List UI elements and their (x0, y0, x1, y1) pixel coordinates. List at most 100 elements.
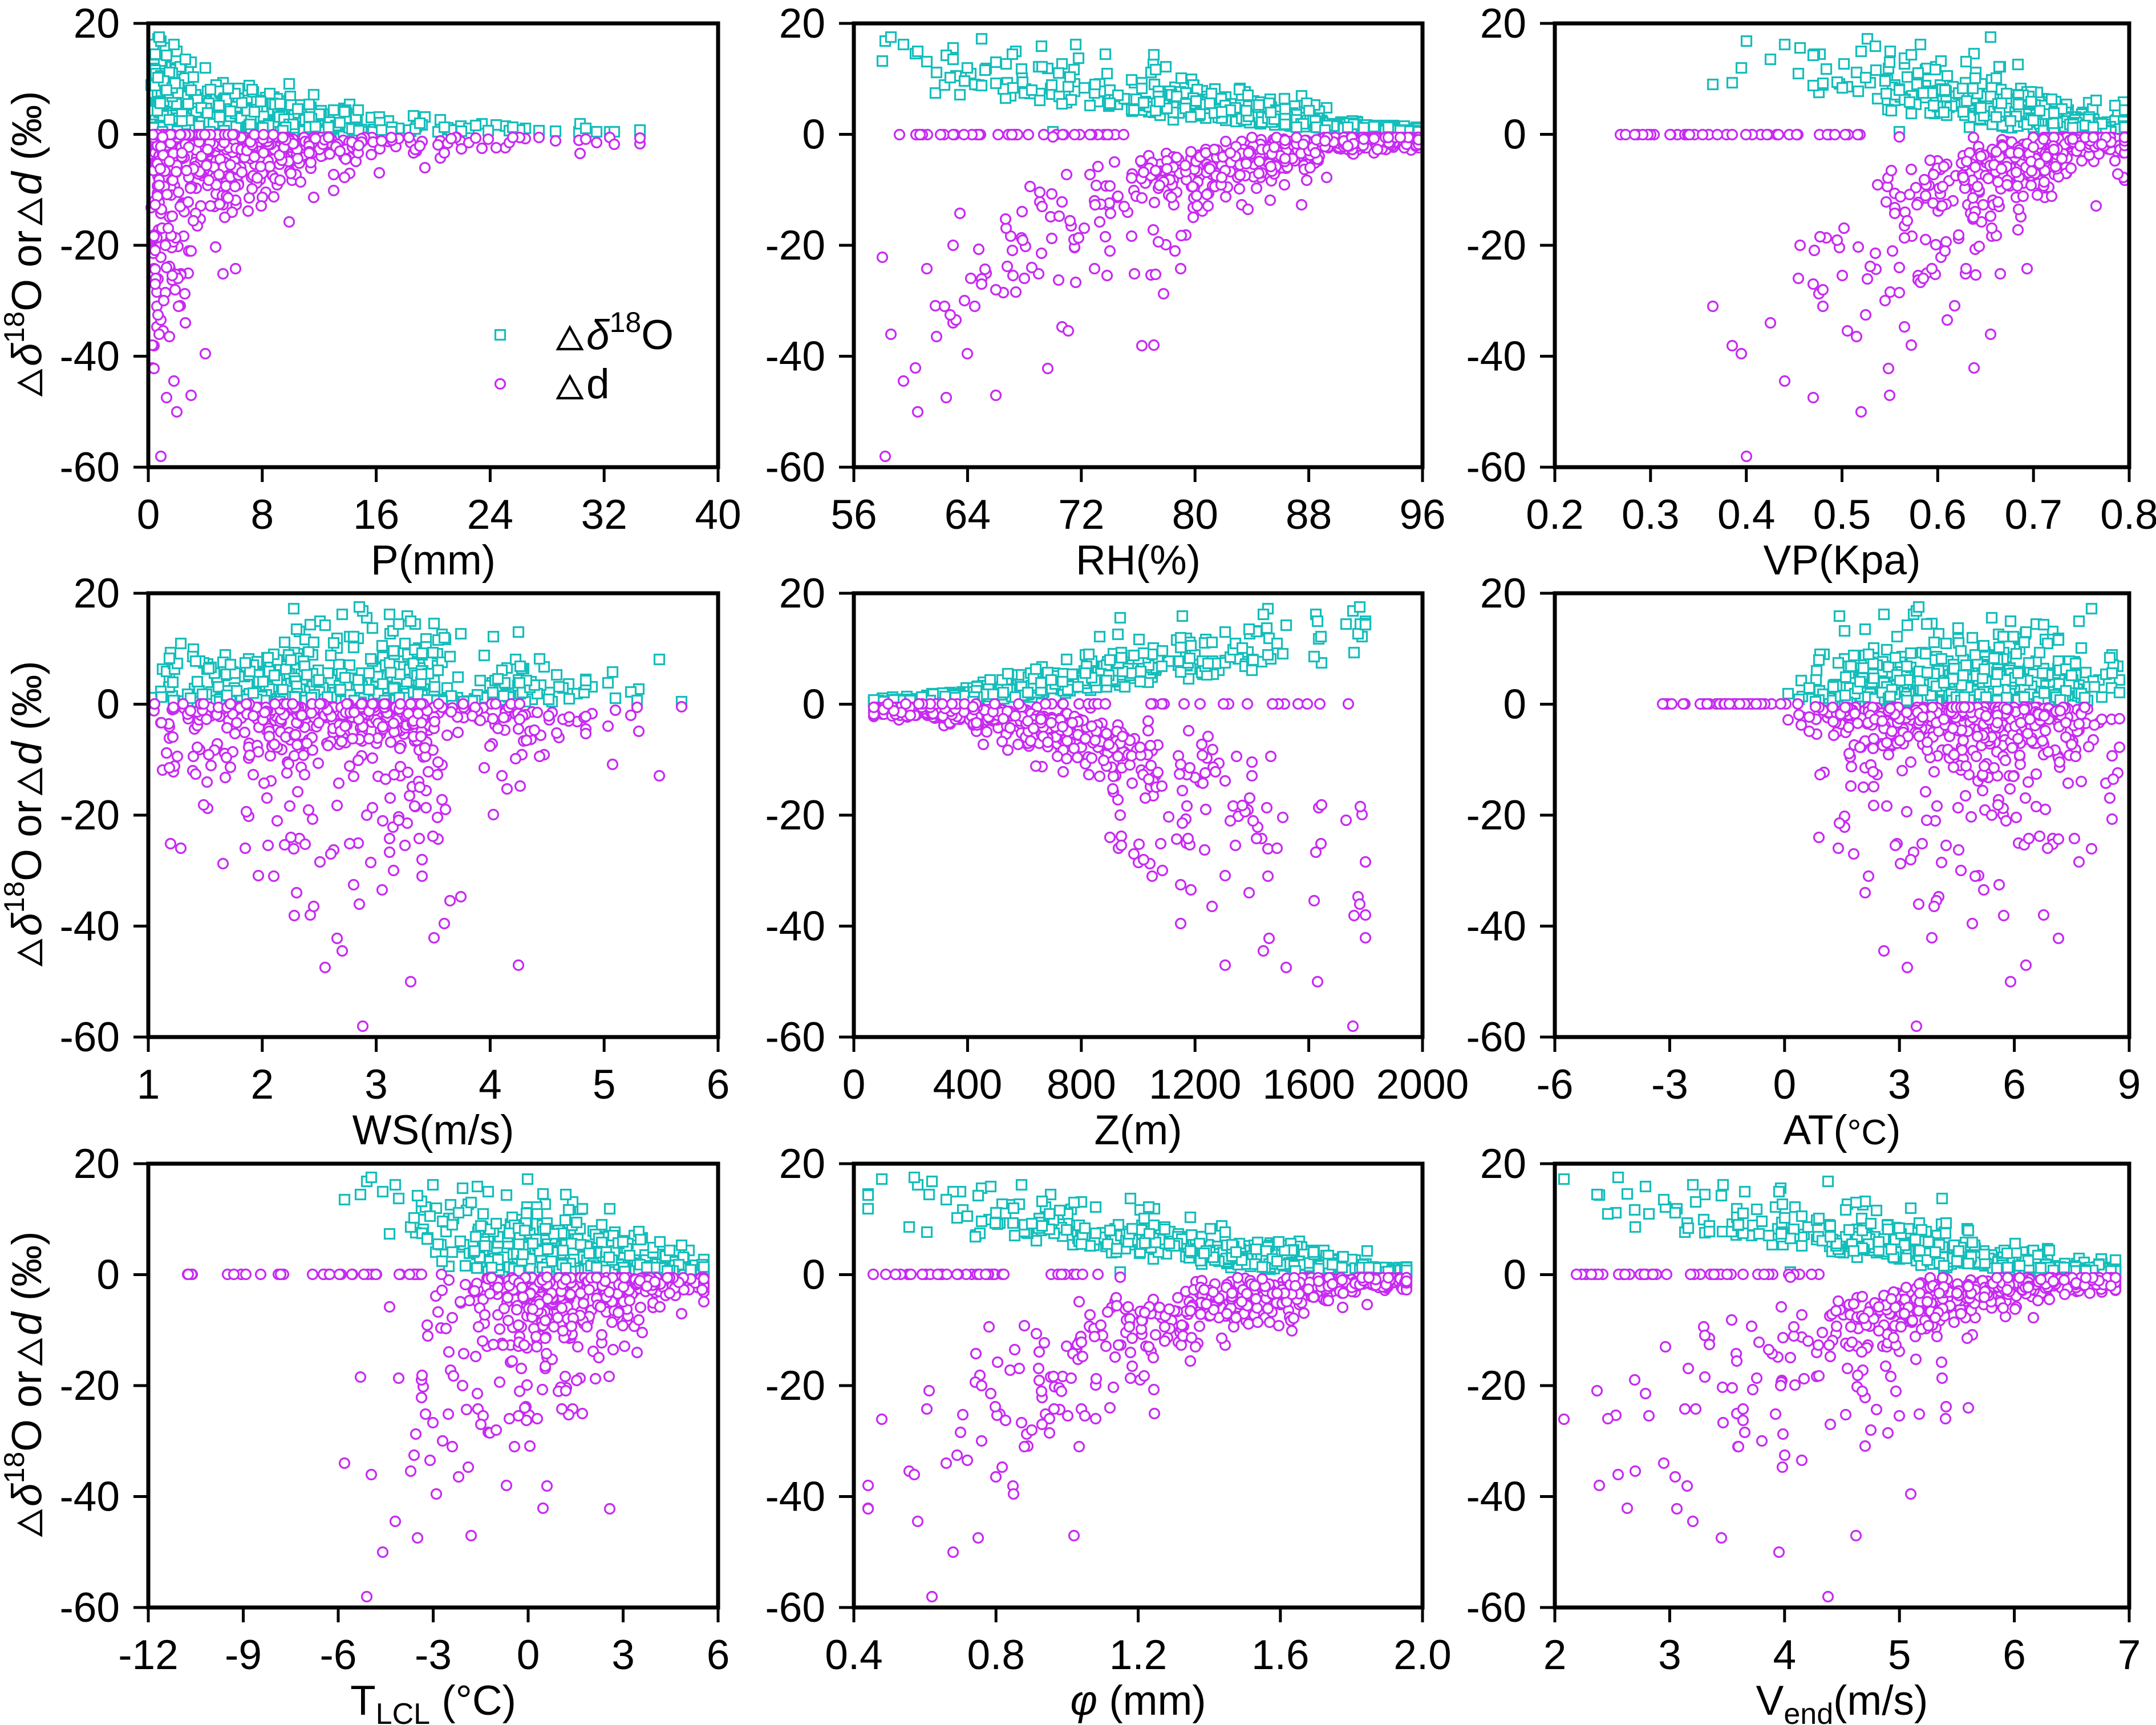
svg-text:-20: -20 (59, 222, 120, 269)
svg-text:5: 5 (1888, 1632, 1911, 1678)
svg-text:VP(Kpa): VP(Kpa) (1764, 537, 1921, 584)
svg-text:80: 80 (1172, 492, 1218, 538)
svg-text:d (‰): d (‰) (4, 1231, 50, 1335)
svg-text:20: 20 (74, 570, 120, 617)
svg-text:2: 2 (1543, 1632, 1567, 1678)
svg-text:-60: -60 (765, 1014, 825, 1060)
svg-text:5: 5 (593, 1062, 616, 1108)
svg-text:0: 0 (517, 1632, 540, 1678)
svg-text:0.3: 0.3 (1622, 492, 1679, 538)
svg-text:20: 20 (779, 570, 825, 617)
svg-text:-20: -20 (59, 1363, 120, 1409)
svg-text:-40: -40 (765, 334, 825, 380)
svg-text:-60: -60 (59, 1585, 120, 1631)
svg-text:3: 3 (611, 1632, 635, 1678)
svg-text:6: 6 (707, 1062, 730, 1108)
svg-text:6: 6 (2003, 1062, 2026, 1108)
svg-text:4: 4 (479, 1062, 502, 1108)
svg-text:-6: -6 (320, 1632, 357, 1678)
svg-text:-40: -40 (765, 1474, 825, 1520)
svg-text:0.8: 0.8 (2100, 492, 2156, 538)
svg-text:0.5: 0.5 (1813, 492, 1871, 538)
svg-text:-20: -20 (765, 222, 825, 269)
svg-text:4: 4 (1773, 1632, 1796, 1678)
svg-text:WS(m/s): WS(m/s) (352, 1107, 514, 1153)
svg-text:RH(%): RH(%) (1076, 537, 1201, 584)
svg-text:-20: -20 (1466, 222, 1526, 269)
svg-text:1600: 1600 (1262, 1062, 1355, 1108)
svg-text:0: 0 (802, 112, 825, 158)
svg-text:0: 0 (137, 492, 160, 538)
svg-text:-60: -60 (765, 1585, 825, 1631)
svg-text:7: 7 (2118, 1632, 2141, 1678)
svg-text:0: 0 (802, 682, 825, 728)
svg-text:40: 40 (695, 492, 741, 538)
svg-text:-60: -60 (765, 444, 825, 491)
svg-text:-40: -40 (765, 904, 825, 950)
svg-text:1: 1 (137, 1062, 160, 1108)
svg-text:δ18O or: δ18O or (0, 800, 50, 936)
svg-text:δ18O or: δ18O or (0, 230, 50, 366)
svg-text:-40: -40 (59, 1474, 120, 1520)
svg-text:2000: 2000 (1376, 1062, 1469, 1108)
svg-text:d (‰): d (‰) (4, 91, 50, 195)
svg-text:-12: -12 (118, 1632, 179, 1678)
svg-text:96: 96 (1399, 492, 1445, 538)
svg-text:800: 800 (1047, 1062, 1116, 1108)
svg-text:-20: -20 (765, 1363, 825, 1409)
svg-text:0: 0 (96, 112, 120, 158)
svg-text:20: 20 (1480, 1141, 1526, 1187)
svg-text:0: 0 (96, 682, 120, 728)
svg-text:-40: -40 (59, 904, 120, 950)
svg-text:-20: -20 (765, 792, 825, 839)
svg-text:400: 400 (933, 1062, 1002, 1108)
svg-text:TLCL (°C): TLCL (°C) (350, 1678, 516, 1725)
svg-text:1.6: 1.6 (1251, 1632, 1309, 1678)
svg-text:δ18O or: δ18O or (0, 1371, 50, 1507)
svg-text:0.2: 0.2 (1526, 492, 1583, 538)
svg-text:-40: -40 (1466, 904, 1526, 950)
svg-text:0.6: 0.6 (1909, 492, 1967, 538)
svg-text:P(mm): P(mm) (371, 537, 496, 584)
svg-text:0: 0 (1503, 112, 1526, 158)
svg-text:-60: -60 (1466, 1014, 1526, 1060)
svg-text:9: 9 (2118, 1062, 2141, 1108)
svg-text:0: 0 (1503, 1252, 1526, 1298)
svg-text:20: 20 (1480, 570, 1526, 617)
svg-text:56: 56 (830, 492, 877, 538)
svg-text:Z(m): Z(m) (1094, 1107, 1182, 1153)
svg-text:64: 64 (945, 492, 991, 538)
svg-text:-20: -20 (59, 792, 120, 839)
svg-text:3: 3 (364, 1062, 388, 1108)
svg-text:20: 20 (779, 1141, 825, 1187)
svg-text:0.8: 0.8 (967, 1632, 1024, 1678)
svg-text:-40: -40 (1466, 334, 1526, 380)
svg-text:0.4: 0.4 (1717, 492, 1775, 538)
svg-text:-3: -3 (415, 1632, 452, 1678)
svg-text:Vend(m/s): Vend(m/s) (1756, 1678, 1928, 1725)
svg-text:1200: 1200 (1149, 1062, 1241, 1108)
svg-text:32: 32 (581, 492, 627, 538)
svg-text:6: 6 (707, 1632, 730, 1678)
svg-text:20: 20 (779, 1, 825, 47)
svg-text:-20: -20 (1466, 1363, 1526, 1409)
svg-text:-60: -60 (59, 1014, 120, 1060)
svg-text:16: 16 (353, 492, 399, 538)
svg-text:0: 0 (1503, 682, 1526, 728)
svg-text:-60: -60 (59, 444, 120, 491)
svg-text:1.2: 1.2 (1109, 1632, 1167, 1678)
svg-text:-60: -60 (1466, 444, 1526, 491)
svg-text:φ (mm): φ (mm) (1070, 1678, 1206, 1724)
svg-text:-3: -3 (1651, 1062, 1688, 1108)
svg-text:3: 3 (1888, 1062, 1911, 1108)
svg-text:0.4: 0.4 (825, 1632, 882, 1678)
svg-text:d (‰): d (‰) (4, 661, 50, 765)
svg-text:0: 0 (1773, 1062, 1796, 1108)
svg-text:20: 20 (74, 1, 120, 47)
svg-text:0: 0 (802, 1252, 825, 1298)
svg-text:-60: -60 (1466, 1585, 1526, 1631)
svg-text:0.7: 0.7 (2004, 492, 2062, 538)
svg-text:-6: -6 (1537, 1062, 1574, 1108)
svg-text:8: 8 (250, 492, 274, 538)
svg-text:72: 72 (1058, 492, 1104, 538)
